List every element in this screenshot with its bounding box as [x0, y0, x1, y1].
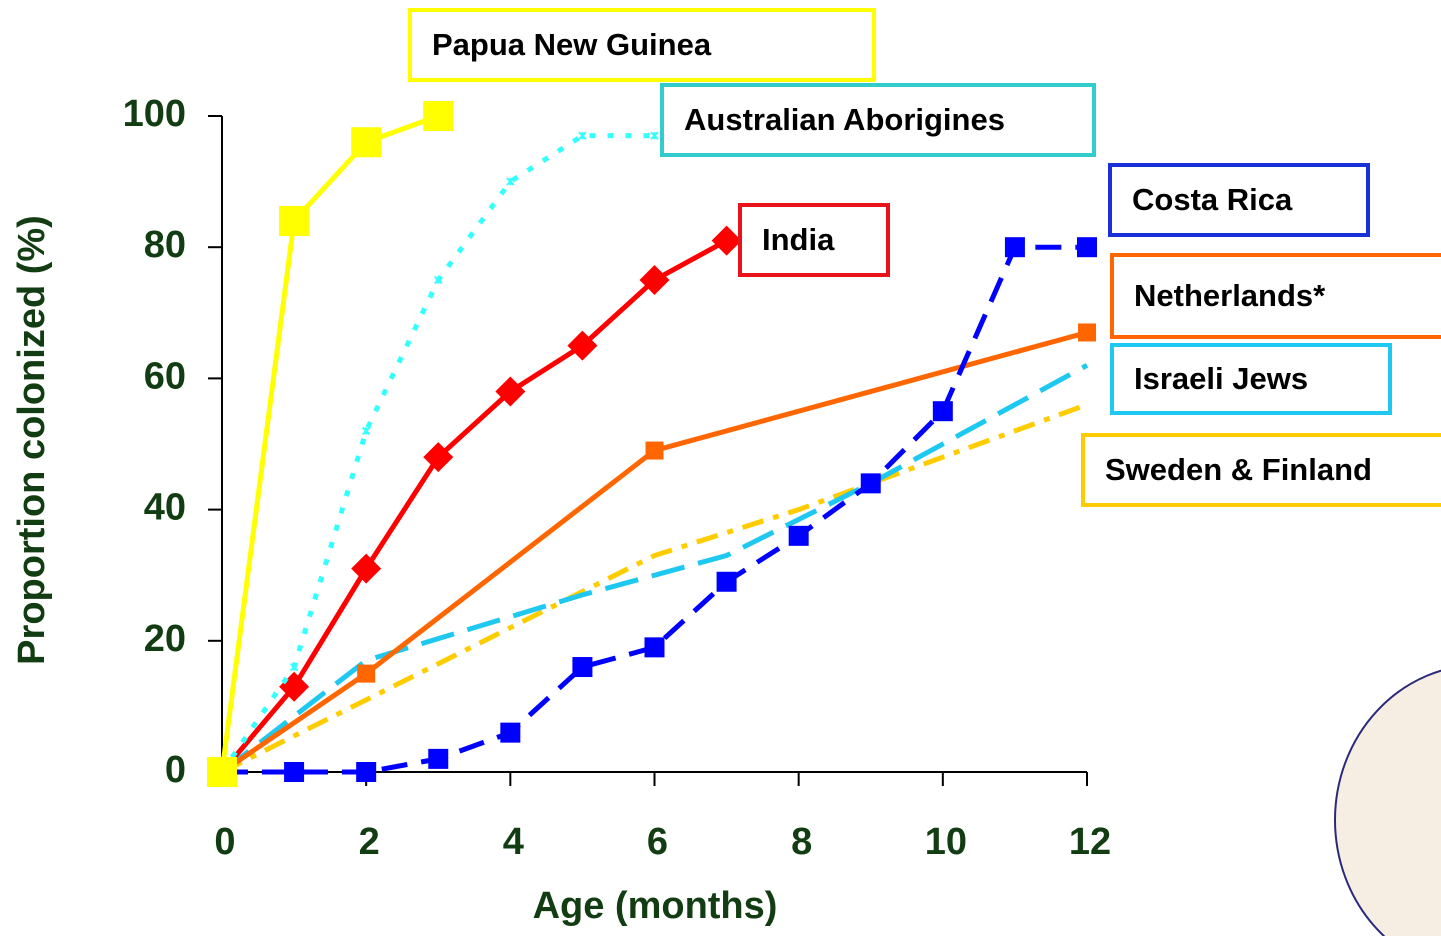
- series: [207, 226, 742, 787]
- marker: [284, 762, 304, 782]
- y-tick-label: 80: [144, 224, 186, 266]
- marker: [789, 526, 809, 546]
- marker: [1077, 237, 1097, 257]
- legend-label: Papua New Guinea: [432, 27, 712, 62]
- legend-label: Netherlands*: [1134, 278, 1326, 313]
- legend-label: Israeli Jews: [1134, 361, 1308, 396]
- x-tick-label: 4: [503, 821, 524, 863]
- legend-label: Sweden & Finland: [1105, 452, 1372, 487]
- marker: [351, 554, 381, 584]
- marker: [645, 637, 665, 657]
- marker: [357, 665, 375, 683]
- marker: [1005, 237, 1025, 257]
- x-tick-label: 12: [1069, 821, 1111, 863]
- x-tick-label: 2: [359, 821, 380, 863]
- marker: [712, 226, 742, 256]
- marker: [428, 749, 448, 769]
- marker: [423, 101, 453, 131]
- marker: [646, 442, 664, 460]
- marker: [351, 127, 381, 157]
- marker: [651, 132, 658, 139]
- series: [207, 101, 453, 787]
- marker: [933, 401, 953, 421]
- x-tick-label: 10: [925, 821, 967, 863]
- x-tick-label: 6: [647, 821, 668, 863]
- legend-label: Costa Rica: [1132, 182, 1293, 217]
- x-tick-label: 0: [214, 821, 235, 863]
- marker: [363, 427, 370, 434]
- marker: [279, 206, 309, 236]
- chart: Age (months) Proportion colonized (%) 0 2…: [0, 0, 1441, 936]
- page: Age (months) Proportion colonized (%) 0 2…: [0, 0, 1441, 936]
- y-tick-label: 20: [144, 618, 186, 660]
- x-axis-label: Age (months): [533, 885, 778, 927]
- marker: [507, 178, 514, 185]
- series-line: [222, 247, 1087, 772]
- decorative-image: [1335, 665, 1441, 936]
- x-tick-label: 8: [791, 821, 812, 863]
- marker: [861, 473, 881, 493]
- y-tick-label: 40: [144, 487, 186, 529]
- marker: [207, 757, 237, 787]
- legend-label: Australian Aborigines: [684, 102, 1005, 137]
- marker: [717, 572, 737, 592]
- series: [213, 323, 1096, 781]
- marker: [500, 723, 520, 743]
- marker: [356, 762, 376, 782]
- marker: [579, 132, 586, 139]
- marker: [572, 657, 592, 677]
- marker: [1078, 323, 1096, 341]
- y-tick-label: 100: [123, 93, 186, 135]
- y-tick-label: 60: [144, 355, 186, 397]
- series-line: [222, 116, 438, 772]
- legend-label: India: [762, 222, 835, 257]
- y-tick-label: 0: [165, 749, 186, 791]
- y-axis-label: Proportion colonized (%): [11, 215, 53, 665]
